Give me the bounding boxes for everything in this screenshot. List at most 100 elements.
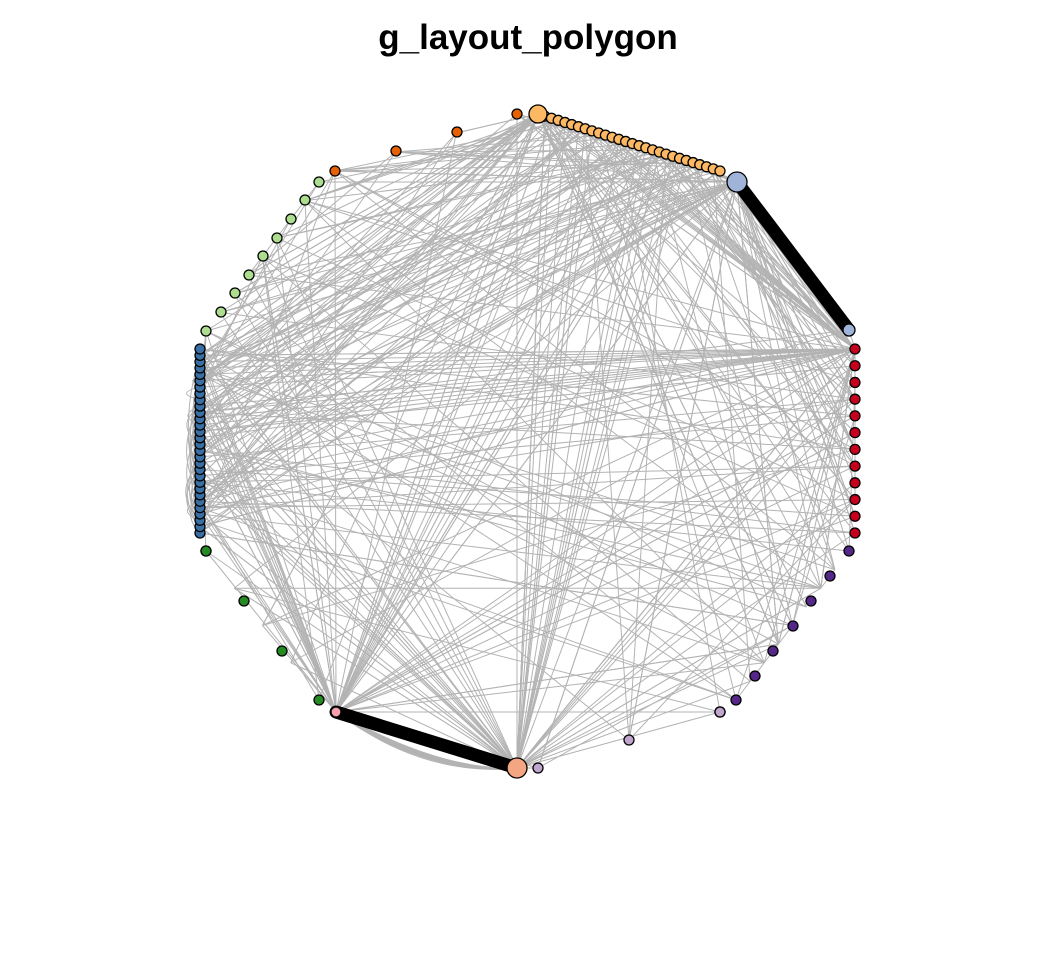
- graph-edge: [199, 513, 337, 713]
- graph-edge: [335, 113, 539, 713]
- graph-edge: [658, 151, 856, 350]
- graph-edge: [199, 348, 856, 356]
- graph-edge: [199, 113, 518, 382]
- graph-node: [730, 694, 742, 706]
- graph-edge: [335, 122, 566, 713]
- graph-edge: [262, 113, 539, 626]
- graph-node: [451, 126, 463, 138]
- graph-edge: [679, 157, 856, 350]
- graph-edge: [335, 432, 856, 713]
- graph-node: [313, 694, 325, 706]
- graph-edge: [628, 154, 667, 741]
- graph-node: [849, 460, 861, 472]
- graph-edge: [199, 348, 518, 769]
- graph-node: [257, 250, 269, 262]
- graph-edge: [334, 170, 337, 713]
- graph-edge: [712, 168, 856, 350]
- graph-edge: [334, 170, 856, 450]
- graph-edge: [516, 118, 552, 769]
- graph-node: [330, 706, 342, 718]
- graph-edge: [219, 312, 518, 769]
- graph-edge: [199, 415, 856, 477]
- graph-edge: [334, 170, 856, 467]
- graph-edge: [199, 147, 647, 502]
- graph-node: [849, 393, 861, 405]
- graph-edge: [199, 412, 337, 713]
- graph-edge: [199, 155, 674, 489]
- graph-node: [849, 360, 861, 372]
- graph-node: [313, 176, 325, 188]
- graph-edge: [672, 155, 856, 350]
- graph-edge: [199, 405, 518, 769]
- graph-edge: [199, 149, 653, 356]
- graph-edge: [516, 365, 856, 769]
- graph-edge: [199, 113, 539, 420]
- graph-node: [238, 595, 250, 607]
- graph-node: [506, 757, 528, 779]
- graph-edge: [248, 113, 539, 276]
- graph-edge: [516, 532, 856, 769]
- graph-edge: [199, 348, 856, 413]
- graph-edge: [335, 643, 779, 713]
- graph-edge: [335, 143, 633, 713]
- graph-node: [285, 213, 297, 225]
- graph-node: [849, 477, 861, 489]
- graph-edge: [199, 501, 337, 713]
- graph-edge: [199, 181, 738, 445]
- graph-edge: [276, 153, 667, 239]
- graph-edge: [334, 121, 566, 172]
- graph-node: [726, 171, 748, 193]
- graph-edge: [199, 348, 856, 483]
- graph-edge: [199, 128, 586, 413]
- graph-edge: [199, 164, 700, 375]
- graph-edge: [220, 311, 856, 400]
- graph-node: [229, 287, 241, 299]
- graph-edge: [234, 170, 721, 295]
- graph-edge: [199, 348, 856, 382]
- graph-edge: [712, 168, 856, 517]
- graph-edge: [290, 113, 539, 663]
- graph-node: [194, 343, 206, 355]
- graph-edge: [516, 116, 546, 769]
- graph-edge: [199, 355, 518, 769]
- graph-edge: [544, 115, 856, 500]
- graph-edge: [516, 149, 654, 769]
- graph-edge: [199, 113, 539, 356]
- graph-edge: [537, 113, 856, 350]
- graph-edge: [584, 128, 856, 467]
- graph-edge: [199, 513, 518, 769]
- graph-edge: [199, 348, 856, 450]
- graph-edge: [611, 136, 856, 367]
- graph-edge: [335, 118, 552, 713]
- graph-edge: [199, 113, 539, 508]
- graph-node: [714, 706, 726, 718]
- graph-edge: [199, 134, 606, 401]
- graph-edge: [516, 151, 660, 769]
- graph-edge: [736, 181, 779, 645]
- graph-edge: [551, 118, 765, 663]
- graph-edge: [205, 550, 337, 713]
- graph-edge: [199, 348, 856, 388]
- graph-edge: [199, 181, 738, 496]
- graph-node: [271, 232, 283, 244]
- graph-edge: [516, 680, 751, 769]
- graph-edge: [199, 348, 737, 701]
- graph-edge: [199, 134, 606, 382]
- graph-node: [329, 165, 341, 177]
- graph-edge: [276, 237, 856, 501]
- graph-edge: [199, 532, 793, 626]
- graph-edge: [736, 181, 822, 589]
- graph-edge: [199, 348, 856, 420]
- graph-edge: [205, 330, 779, 645]
- bundled-edge: [730, 175, 856, 337]
- graph-edge: [335, 155, 674, 713]
- graph-edge: [551, 117, 856, 350]
- graph-edge: [598, 132, 856, 467]
- graph-node: [200, 325, 212, 337]
- graph-node: [276, 645, 288, 657]
- graph-node: [805, 595, 817, 607]
- graph-edge: [262, 448, 856, 626]
- graph-node: [215, 306, 227, 318]
- graph-edge: [516, 158, 681, 769]
- graph-edge: [199, 393, 518, 769]
